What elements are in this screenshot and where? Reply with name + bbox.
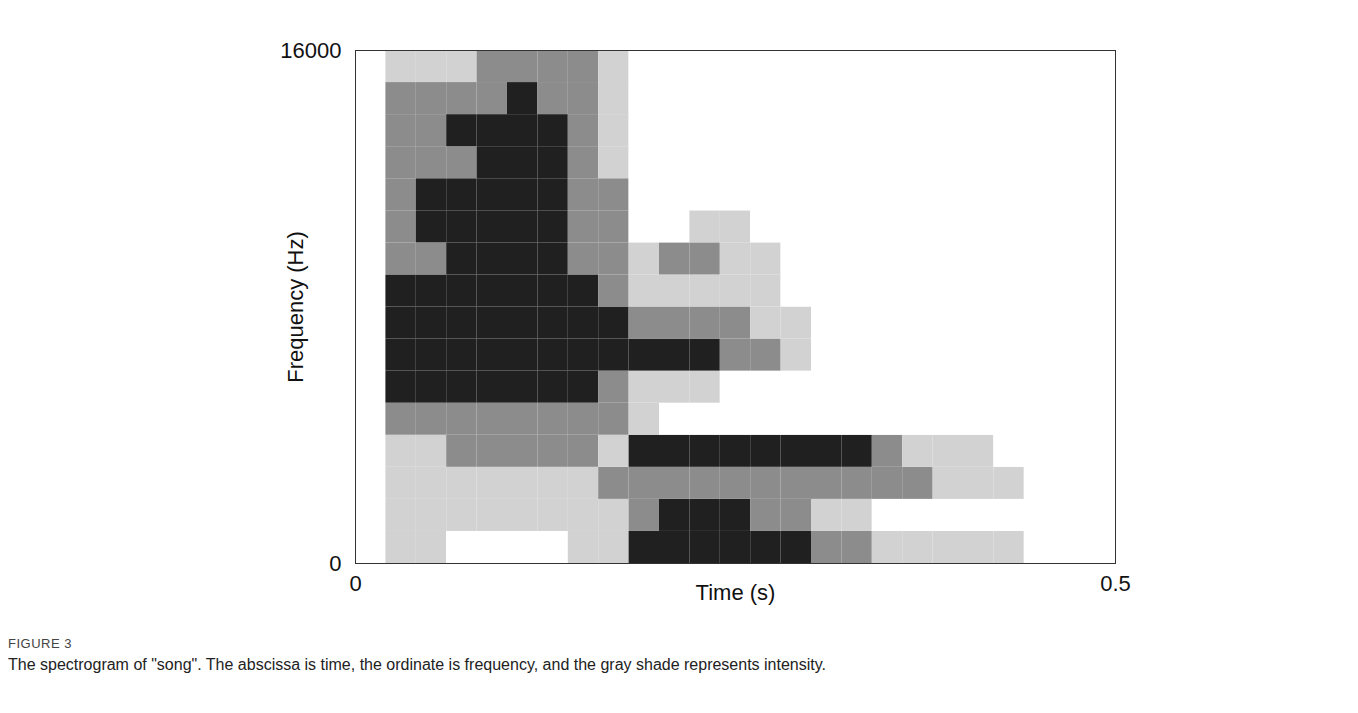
svg-text:0.5: 0.5: [1100, 571, 1131, 596]
svg-text:0: 0: [329, 551, 341, 576]
html-text:The spectrogram of "song". The: The spectrogram of "song". The abscissa …: [8, 656, 826, 673]
svg-text:Frequency (Hz): Frequency (Hz): [283, 231, 308, 383]
html-text:FIGURE 3: FIGURE 3: [8, 636, 72, 651]
svg-text:0: 0: [349, 571, 361, 596]
svg-text:16000: 16000: [280, 38, 341, 63]
svg-text:Time (s): Time (s): [696, 580, 776, 605]
